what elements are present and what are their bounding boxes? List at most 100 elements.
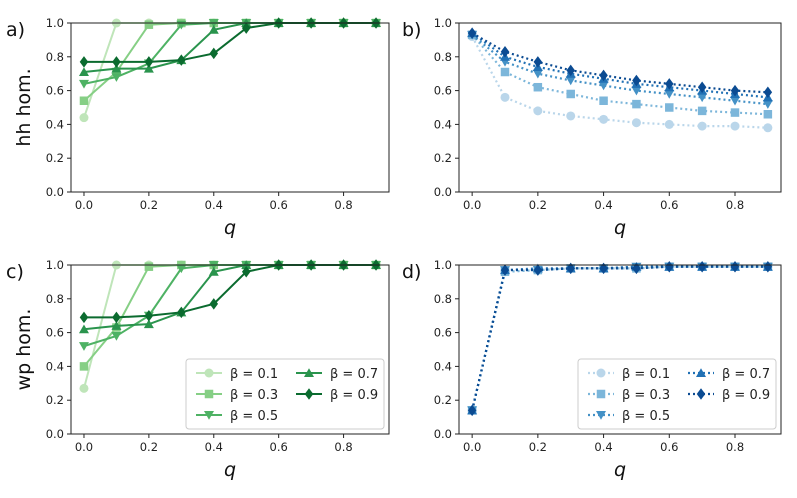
y-tick-label: 1.0 — [46, 16, 64, 30]
y-tick-label: 0.2 — [46, 151, 64, 165]
data-point — [78, 67, 89, 77]
legend-marker — [596, 389, 606, 399]
y-tick-label: 0.6 — [46, 84, 64, 98]
x-tick-label: 0.0 — [463, 198, 481, 212]
data-point — [500, 45, 510, 58]
y-tick-label: 0.8 — [434, 292, 452, 306]
panel-label: c) — [6, 261, 24, 283]
data-point — [566, 64, 575, 77]
data-point — [500, 67, 510, 77]
legend-marker — [204, 368, 214, 378]
y-tick-label: 0.2 — [434, 151, 452, 165]
data-point — [566, 262, 575, 275]
x-tick-label: 0.6 — [270, 440, 288, 454]
y-tick-label: 1.0 — [434, 16, 452, 30]
y-tick-label: 0.8 — [434, 50, 452, 64]
legend-label: β = 0.3 — [230, 388, 278, 403]
x-tick-label: 0.8 — [334, 198, 352, 212]
series-line — [83, 264, 377, 368]
y-tick-label: 0.4 — [46, 359, 64, 373]
y-tick-label: 0.4 — [434, 359, 452, 373]
y-tick-label: 0.0 — [434, 427, 452, 441]
data-point — [763, 86, 773, 99]
x-tick-label: 0.4 — [594, 440, 612, 454]
y-tick-label: 0.4 — [434, 117, 452, 131]
legend: β = 0.1 β = 0.3 β = 0.5 β = 0.7 β = 0.9 — [185, 358, 385, 430]
data-point — [500, 92, 510, 102]
data-point — [241, 266, 251, 278]
legend-marker — [304, 388, 314, 400]
series-line — [83, 22, 377, 74]
data-point — [79, 311, 89, 324]
data-point — [143, 319, 154, 329]
data-point — [697, 81, 707, 93]
data-point — [763, 260, 773, 273]
x-tick-label: 0.8 — [726, 440, 744, 454]
y-tick-label: 0.6 — [46, 326, 64, 340]
data-point — [730, 108, 740, 117]
data-point — [78, 324, 89, 334]
data-point — [208, 25, 219, 34]
data-point — [631, 86, 642, 96]
data-point — [664, 89, 675, 99]
series-line — [83, 22, 377, 118]
series-diamond — [467, 27, 773, 99]
data-point — [565, 76, 576, 86]
series-line — [83, 22, 377, 85]
legend-frame — [185, 358, 385, 430]
axes-frame — [70, 22, 390, 193]
y-tick-label: 0.6 — [434, 84, 452, 98]
data-point — [143, 63, 154, 73]
series-line — [471, 265, 768, 411]
data-point — [177, 54, 186, 66]
series-line — [471, 265, 768, 411]
legend-label: β = 0.1 — [622, 367, 670, 382]
series-triangle-up — [78, 260, 382, 334]
y-tick-label: 0.2 — [46, 393, 64, 407]
data-point — [632, 262, 641, 275]
legend-frame — [577, 358, 777, 430]
series-circle — [79, 18, 381, 123]
y-tick-label: 0.2 — [434, 393, 452, 407]
panel-label: d) — [402, 261, 421, 283]
data-point — [532, 69, 543, 79]
plot-data — [467, 27, 773, 133]
data-point — [599, 96, 608, 105]
plot-data — [78, 17, 382, 123]
plot-data — [467, 260, 773, 417]
data-point — [112, 56, 121, 68]
legend-label: β = 0.3 — [622, 388, 670, 403]
legend-marker — [696, 368, 706, 377]
data-point — [79, 383, 89, 393]
legend-label: β = 0.9 — [722, 388, 770, 403]
data-point — [665, 78, 674, 90]
y-tick-label: 0.6 — [434, 326, 452, 340]
series-triangle-down — [78, 261, 382, 351]
data-point — [730, 260, 740, 273]
data-point — [111, 63, 122, 73]
series-triangle-up — [78, 18, 382, 77]
series-triangle-down — [467, 30, 773, 109]
panel-label: a) — [6, 19, 25, 41]
x-tick-label: 0.6 — [270, 198, 288, 212]
data-point — [111, 73, 122, 82]
x-tick-label: 0.4 — [205, 198, 223, 212]
y-tick-label: 0.8 — [46, 50, 64, 64]
series-line — [471, 32, 768, 94]
data-point — [533, 264, 543, 276]
data-point — [665, 260, 674, 273]
data-point — [79, 362, 89, 371]
data-point — [79, 113, 89, 123]
data-point — [176, 264, 187, 274]
axes-frame — [458, 264, 782, 435]
data-point — [177, 306, 186, 319]
x-tick-label: 0.8 — [726, 198, 744, 212]
data-point — [111, 321, 122, 330]
legend-marker — [696, 388, 706, 400]
data-point — [598, 81, 609, 91]
y-tick-label: 0.8 — [46, 292, 64, 306]
data-point — [763, 110, 773, 119]
x-tick-label: 0.4 — [205, 440, 223, 454]
data-point — [241, 22, 251, 34]
data-point — [697, 93, 708, 103]
